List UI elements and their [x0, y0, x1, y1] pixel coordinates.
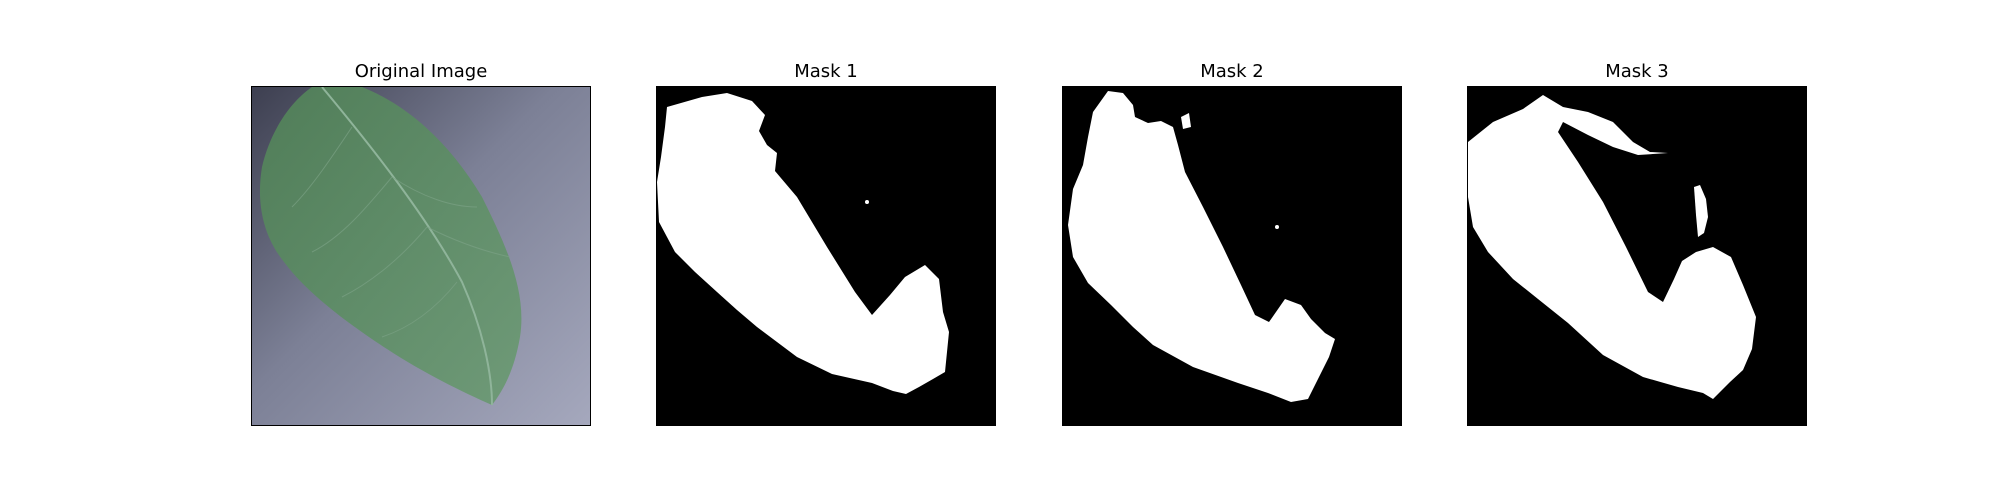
leaf-midrib	[321, 87, 493, 406]
mask-region	[1468, 95, 1756, 399]
panel-title: Mask 1	[794, 61, 858, 82]
leaf-photo	[252, 87, 590, 425]
panel-title: Mask 3	[1605, 61, 1669, 82]
original-image	[251, 86, 591, 426]
panel-mask-3: Mask 3	[1467, 60, 1807, 426]
mask-image	[656, 86, 996, 426]
mask-2-svg	[1063, 87, 1401, 425]
mask-1-svg	[657, 87, 995, 425]
mask-image	[1062, 86, 1402, 426]
mask-image	[1467, 86, 1807, 426]
mask-region	[657, 93, 949, 394]
panel-original-image: Original Image	[251, 60, 591, 426]
mask-3-svg	[1468, 87, 1806, 425]
panel-title: Mask 2	[1200, 61, 1264, 82]
panel-mask-1: Mask 1	[656, 60, 996, 426]
panel-title: Original Image	[354, 61, 488, 82]
panel-mask-2: Mask 2	[1062, 60, 1402, 426]
mask-region	[1068, 91, 1335, 402]
